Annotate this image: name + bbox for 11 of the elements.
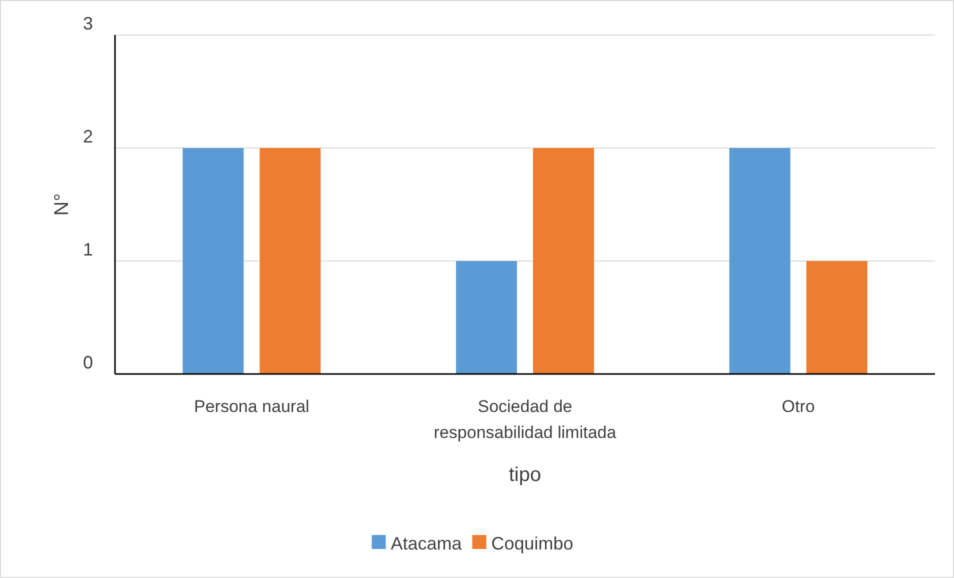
y-tick-label: 1	[82, 240, 93, 260]
y-tick-label: 0	[82, 352, 93, 373]
legend-label: Coquimbo	[491, 533, 574, 554]
y-tick-label: 3	[82, 14, 93, 34]
y-tick-label: 2	[82, 126, 93, 147]
legend-label: Atacama	[390, 533, 463, 554]
y-axis-title: N°	[51, 193, 73, 216]
x-axis-title: tipo	[508, 464, 542, 486]
x-tick-label: Persona naural	[194, 397, 310, 416]
x-tick-label: Otro	[782, 397, 815, 416]
x-tick-label: Sociedad de responsabilidad limitada	[434, 397, 617, 442]
